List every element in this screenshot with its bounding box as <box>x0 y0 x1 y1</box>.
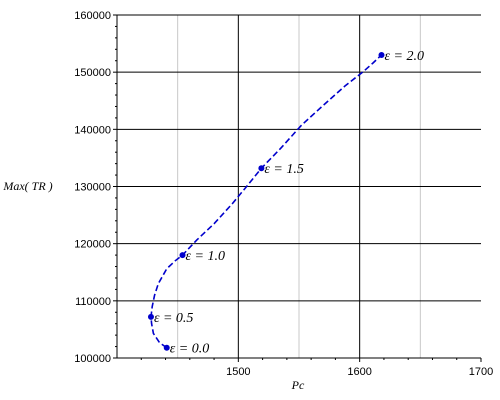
axes <box>113 14 482 362</box>
y-tick-label: 110000 <box>75 296 111 308</box>
data-point <box>258 165 265 172</box>
data-point-label: ε = 1.0 <box>186 249 225 264</box>
x-tick-label: 1700 <box>469 366 493 378</box>
data-point-label: ε = 2.0 <box>385 49 424 64</box>
data-points: ε = 0.0 ε = 0.5 ε = 1.0 ε = 1.5 ε = 2.0 <box>147 49 424 357</box>
data-point <box>163 344 170 351</box>
data-point <box>147 313 154 320</box>
data-point <box>378 52 385 59</box>
x-tick-label: 1500 <box>226 366 250 378</box>
data-point-label: ε = 0.0 <box>170 342 209 357</box>
data-point <box>179 252 186 259</box>
x-tick-label: 1600 <box>347 366 371 378</box>
y-tick-label: 120000 <box>74 239 111 251</box>
x-axis-label: Pc <box>291 378 305 392</box>
grid <box>117 14 481 358</box>
y-axis-label: Max( TR ) <box>2 179 52 193</box>
y-tick-label: 150000 <box>74 67 111 79</box>
y-tick-label: 100000 <box>74 353 111 365</box>
data-point-label: ε = 1.5 <box>264 162 303 177</box>
series-line <box>150 54 383 349</box>
y-tick-label: 130000 <box>74 182 111 194</box>
series-curve <box>150 54 383 349</box>
data-point-label: ε = 0.5 <box>154 311 193 326</box>
tick-labels: 100000 110000 120000 130000 140000 150000 1600… <box>74 10 493 378</box>
y-tick-label: 140000 <box>74 124 111 136</box>
y-tick-label: 160000 <box>74 10 111 22</box>
